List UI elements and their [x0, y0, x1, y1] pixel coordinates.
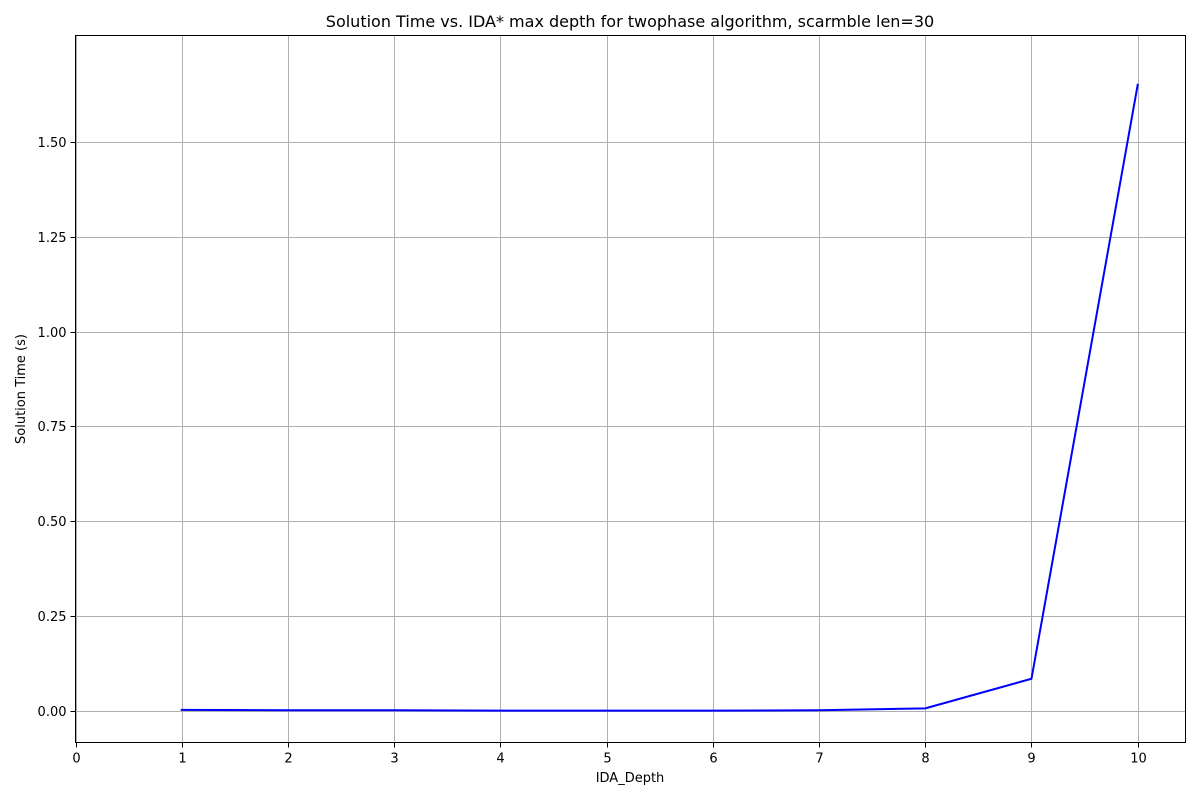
y-tick-label: 0.25: [38, 610, 67, 625]
x-tick-label: 5: [603, 752, 611, 767]
y-tick-label: 1.25: [38, 231, 67, 246]
series-layer: [180, 83, 1139, 712]
x-tick-label: 7: [815, 752, 823, 767]
x-tick-label: 8: [921, 752, 929, 767]
x-axis-label: IDA_Depth: [596, 771, 665, 786]
x-tick-label: 0: [72, 752, 80, 767]
x-tick-label: 9: [1027, 752, 1035, 767]
x-tick-label: 6: [709, 752, 717, 767]
grid: [75, 35, 1186, 743]
y-tick-label: 0.75: [38, 420, 67, 435]
series-line: [180, 83, 1139, 712]
x-tick-label: 10: [1130, 752, 1147, 767]
axis-ticks: 0 1 2 3 4 5 6 7 8 9 10 0.00 0.25 0.50 0.75 1.00 1.25 1.50: [38, 136, 1147, 767]
plot-area-frame: [75, 35, 1186, 743]
y-tick-label: 0.00: [38, 705, 67, 720]
chart-title: Solution Time vs. IDA* max depth for two…: [326, 12, 934, 31]
y-axis-label: Solution Time (s): [14, 334, 29, 444]
x-tick-label: 4: [496, 752, 504, 767]
x-tick-label: 3: [390, 752, 398, 767]
y-tick-label: 1.00: [38, 326, 67, 341]
x-tick-label: 1: [178, 752, 186, 767]
y-tick-label: 0.50: [38, 515, 67, 530]
x-tick-label: 2: [284, 752, 292, 767]
y-tick-label: 1.50: [38, 136, 67, 151]
